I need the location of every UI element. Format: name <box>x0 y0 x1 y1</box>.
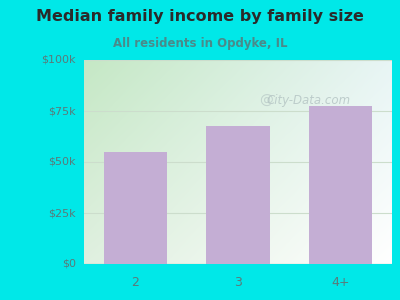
Bar <box>309 106 372 264</box>
Text: $75k: $75k <box>48 106 76 116</box>
Bar <box>104 152 167 264</box>
Text: 4+: 4+ <box>332 276 350 289</box>
Text: $100k: $100k <box>42 55 76 65</box>
Text: @: @ <box>259 94 273 108</box>
Text: $50k: $50k <box>48 157 76 167</box>
Text: Median family income by family size: Median family income by family size <box>36 9 364 24</box>
Text: 3: 3 <box>234 276 242 289</box>
Text: City-Data.com: City-Data.com <box>267 94 351 107</box>
Bar <box>206 126 270 264</box>
Text: $0: $0 <box>62 259 76 269</box>
Text: $25k: $25k <box>48 208 76 218</box>
Text: All residents in Opdyke, IL: All residents in Opdyke, IL <box>113 38 287 50</box>
Text: 2: 2 <box>131 276 139 289</box>
